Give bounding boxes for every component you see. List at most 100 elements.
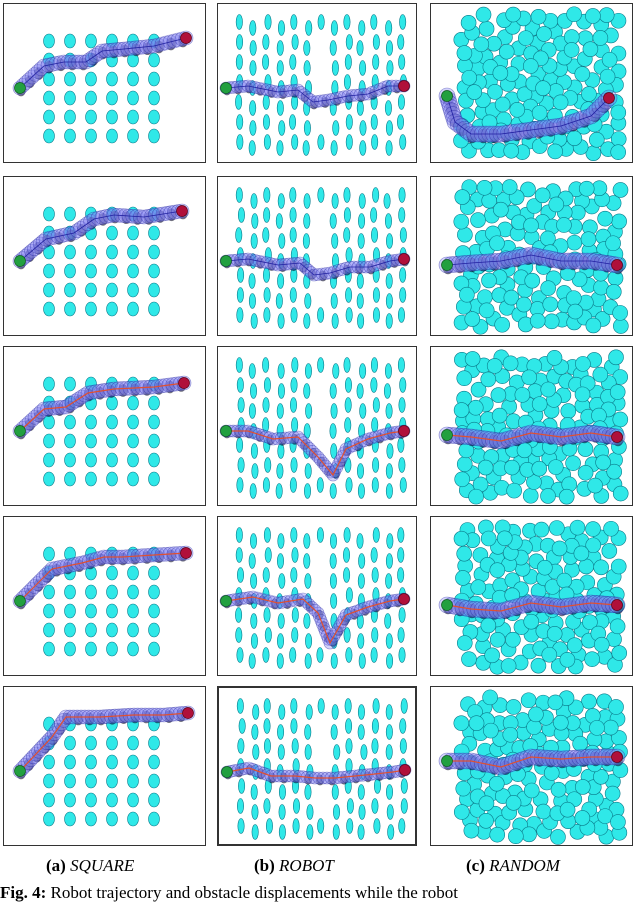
obstacle: [43, 206, 55, 222]
obstacle: [262, 417, 270, 433]
path-line: [446, 95, 610, 135]
obstacle: [399, 738, 407, 754]
obstacle: [276, 403, 284, 419]
obstacle: [303, 120, 311, 136]
obstacle: [148, 622, 160, 638]
obstacle: [486, 358, 503, 374]
obstacle: [540, 488, 556, 504]
obstacle: [399, 477, 407, 493]
obstacle: [372, 307, 380, 323]
obstacle: [461, 651, 477, 667]
obstacle: [464, 311, 481, 327]
obstacle: [459, 286, 475, 303]
obstacle: [85, 71, 97, 87]
obstacle: [370, 14, 378, 30]
obstacle: [357, 724, 365, 740]
obstacle: [387, 824, 395, 840]
obstacle: [148, 471, 160, 487]
start-marker: [441, 90, 453, 102]
obstacle: [106, 773, 118, 789]
obstacle: [290, 527, 298, 543]
obstacle: [548, 196, 565, 213]
obstacle: [343, 187, 351, 203]
obstacle: [106, 603, 118, 619]
obstacle: [470, 579, 487, 596]
robot-shadow: [166, 208, 177, 222]
obstacle: [250, 443, 258, 459]
obstacle: [277, 383, 285, 399]
obstacle: [344, 698, 352, 714]
obstacle: [541, 646, 558, 663]
obstacle: [505, 795, 522, 811]
obstacle: [316, 477, 324, 493]
subcaption-random: (c) RANDOM: [466, 856, 560, 875]
robot-shadow: [278, 261, 287, 273]
obstacle: [249, 533, 257, 549]
obstacle: [106, 263, 118, 279]
path-line: [446, 432, 618, 442]
obstacle: [302, 233, 310, 249]
obstacle: [593, 636, 610, 653]
simulation-plot: [220, 698, 412, 840]
robot-trajectory: [219, 79, 411, 110]
obstacle: [264, 627, 272, 643]
robot-shadow: [340, 615, 350, 626]
obstacle: [277, 313, 285, 329]
obstacle: [330, 653, 338, 669]
simulation-plot: [438, 6, 627, 162]
obstacle: [235, 94, 243, 110]
obstacle: [317, 818, 325, 834]
obstacle: [464, 351, 481, 367]
obstacle: [530, 657, 547, 674]
obstacle: [64, 641, 76, 657]
obstacle: [574, 779, 591, 795]
obstacle: [540, 280, 556, 296]
obstacle: [64, 414, 76, 430]
path-line: [225, 258, 405, 276]
obstacle: [303, 533, 311, 549]
robot-shadow: [342, 445, 352, 457]
obstacle: [331, 233, 339, 249]
obstacle: [608, 699, 624, 715]
obstacle: [536, 26, 552, 42]
obstacle: [466, 84, 483, 100]
goal-marker: [611, 751, 623, 763]
obstacle: [517, 30, 534, 46]
goal-marker: [182, 707, 194, 719]
obstacle: [397, 357, 405, 373]
obstacle: [251, 824, 259, 840]
obstacle: [106, 452, 118, 468]
obstacle: [344, 417, 352, 433]
obstacle: [455, 780, 472, 797]
obstacle: [384, 100, 392, 116]
robot-trajectory: [438, 87, 618, 144]
obstacle: [398, 818, 406, 834]
obstacle: [543, 765, 560, 781]
obstacle: [372, 698, 380, 714]
obstacle: [106, 282, 118, 298]
obstacle: [330, 20, 338, 36]
obstacle: [385, 724, 393, 740]
obstacle: [456, 456, 473, 472]
obstacle: [148, 263, 160, 279]
obstacle: [291, 417, 299, 433]
obstacle: [470, 212, 486, 228]
obstacle: [330, 293, 338, 309]
obstacle: [565, 455, 581, 471]
obstacle: [64, 603, 76, 619]
obstacle: [370, 114, 378, 130]
obstacle: [478, 302, 495, 319]
path-line: [225, 85, 404, 103]
obstacle: [148, 735, 160, 751]
start-marker: [220, 425, 232, 437]
obstacle: [356, 273, 364, 289]
obstacle: [148, 225, 160, 241]
simulation-plot: [219, 187, 411, 329]
obstacle: [535, 803, 552, 820]
obstacle: [292, 798, 300, 814]
obstacle: [127, 71, 139, 87]
obstacle: [303, 553, 311, 569]
obstacle: [612, 411, 629, 428]
obstacle: [500, 658, 517, 674]
start-marker: [14, 255, 26, 267]
